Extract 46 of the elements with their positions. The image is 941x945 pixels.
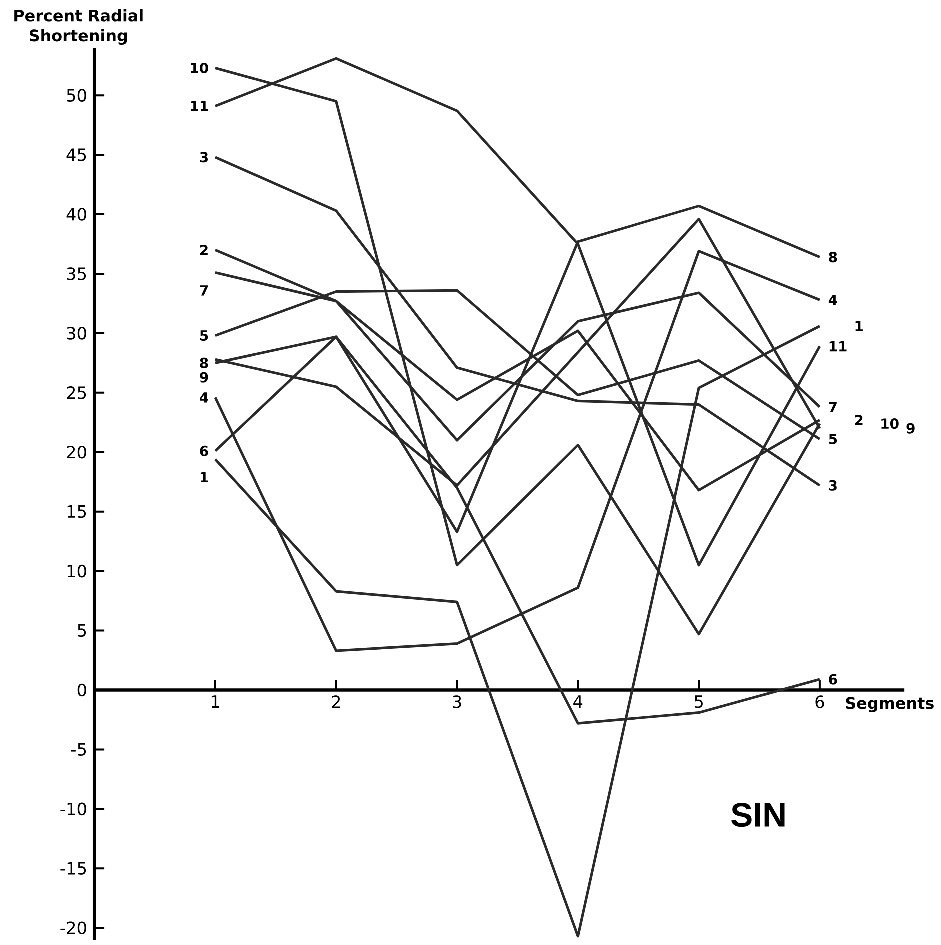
series-label: 6 [200,446,208,456]
y-tick-label: 40 [66,208,86,221]
series-label: 8 [200,358,208,368]
text: 4 [828,295,838,306]
y-tick-label: 20 [67,446,86,459]
text: 1 [856,321,863,332]
y-tick-label: 45 [66,148,86,162]
series-label: 3 [200,152,208,163]
y-axis-title: Percent Radial Shortening [14,9,143,45]
text: 8 [829,252,837,263]
text: 10 [882,418,899,430]
text: 3 [829,480,837,491]
y-tick-label: 25 [67,386,86,400]
series-label: 2 [200,245,208,256]
x-tick-label: 4 [573,696,582,708]
series-label: 4 [200,392,208,403]
y-tick-label: 15 [68,506,86,518]
x-tick-label: 6 [816,696,824,708]
x-tick-label: 5 [694,696,703,708]
text: 2 [855,415,863,426]
y-tick-label: -20 [60,922,86,935]
y-tick-label: 0 [78,684,86,697]
text: 5 [829,434,837,444]
x-tick-label: 1 [212,696,220,708]
x-tick-label: 2 [332,696,340,708]
y-tick-label: -10 [60,802,86,816]
text: 9 [906,423,915,434]
y-tick-label: 5 [78,624,86,638]
y-tick-label: -15 [60,862,86,875]
x-axis-title: Segments [846,697,934,713]
series-label: 7 [829,402,837,412]
text: 6 [829,674,838,685]
annotation: SIN [731,803,785,828]
series-label: 5 [200,330,208,341]
text: 11 [830,341,847,352]
y-tick-label: 50 [67,89,86,102]
y-tick-label: 30 [67,327,86,340]
x-tick-label: 3 [453,696,462,708]
y-tick-label: 10 [68,564,86,578]
y-tick-label: 35 [67,268,86,280]
y-tick-label: -5 [71,743,86,756]
series-label: 1 [200,472,208,483]
series-label: 10 [191,62,208,74]
text: 7 [200,286,208,296]
series-label: 9 [200,372,208,383]
series-label: 11 [191,101,208,112]
